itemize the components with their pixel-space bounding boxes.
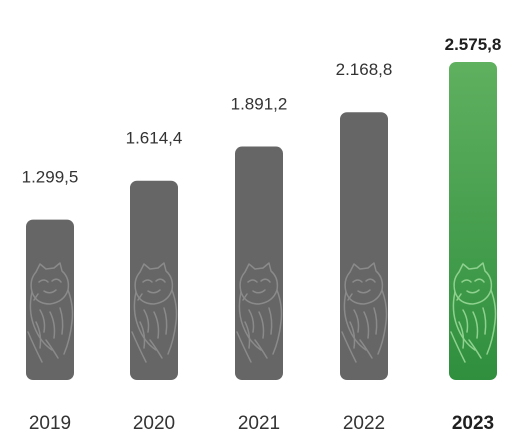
- bar-2020: [130, 180, 178, 380]
- bar-2022: [340, 112, 388, 380]
- x-tick-label-2021: 2021: [238, 413, 280, 434]
- cat-line-art-icon: [236, 262, 283, 363]
- value-label-2020: 1.614,4: [126, 129, 183, 148]
- value-label-2019: 1.299,5: [22, 168, 79, 187]
- bar-2021: [235, 146, 283, 380]
- cat-line-art-icon: [131, 262, 178, 363]
- bars-group: [26, 62, 497, 380]
- x-tick-label-2020: 2020: [133, 413, 175, 434]
- bar-rect: [449, 62, 497, 380]
- x-tick-label-2019: 2019: [29, 413, 71, 434]
- bar-rect: [26, 219, 74, 380]
- cat-line-art-icon: [27, 262, 74, 363]
- bar-rect: [340, 112, 388, 380]
- bar-2019: [26, 219, 74, 380]
- x-tick-label-2022: 2022: [343, 413, 385, 434]
- cat-line-art-icon: [450, 262, 497, 363]
- bar-rect: [130, 180, 178, 380]
- x-tick-labels-group: 2019 2020 2021 2022 2023: [29, 413, 494, 434]
- value-label-2021: 1.891,2: [231, 95, 288, 114]
- x-tick-label-2023: 2023: [452, 413, 494, 434]
- bar-2023: [449, 62, 497, 380]
- value-label-2022: 2.168,8: [336, 60, 393, 79]
- value-labels-group: 1.299,5 1.614,4 1.891,2 2.168,8 2.575,8: [22, 35, 502, 187]
- cat-line-art-icon: [341, 262, 388, 363]
- value-label-2023: 2.575,8: [445, 35, 502, 54]
